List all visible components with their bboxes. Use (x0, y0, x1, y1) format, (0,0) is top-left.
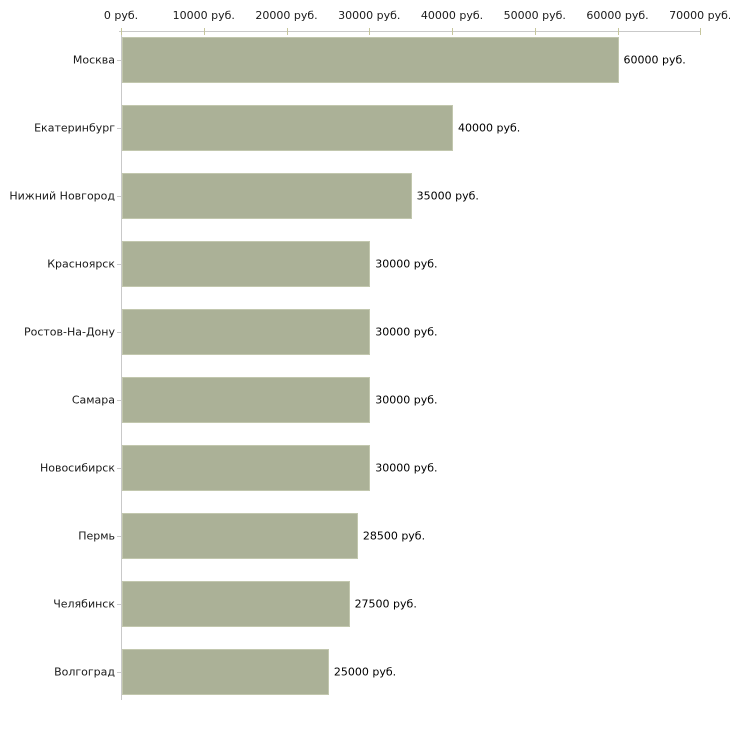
bar (122, 513, 358, 559)
x-axis-tick-label: 10000 руб. (172, 9, 235, 22)
category-label: Красноярск (47, 257, 115, 271)
category-label: Пермь (78, 529, 115, 543)
bar (122, 445, 371, 491)
value-label: 30000 руб. (375, 393, 438, 407)
x-axis-tick (121, 28, 122, 35)
y-axis-tick (117, 604, 122, 605)
value-label: 30000 руб. (375, 461, 438, 475)
category-label: Ростов-На-Дону (23, 325, 115, 339)
x-axis-tick (617, 28, 619, 35)
bar (122, 309, 371, 355)
x-axis-tick-label: 40000 руб. (420, 9, 484, 22)
bar (122, 37, 619, 83)
bar (122, 377, 371, 423)
y-axis-tick (117, 332, 122, 333)
y-axis-tick (117, 60, 122, 61)
x-axis-tick-label: 20000 руб. (255, 9, 318, 22)
value-label: 35000 руб. (416, 189, 479, 203)
value-label: 28500 руб. (362, 529, 426, 543)
x-axis-tick (700, 28, 702, 35)
bar (122, 581, 350, 627)
value-label: 25000 руб. (333, 665, 397, 679)
x-axis-tick-label: 60000 руб. (586, 9, 649, 22)
value-label: 40000 руб. (458, 121, 521, 135)
x-axis-tick-label: 50000 руб. (503, 9, 566, 22)
bar (122, 173, 412, 219)
category-label: Москва (72, 53, 115, 67)
category-label: Екатеринбург (34, 121, 115, 135)
y-axis-tick (117, 128, 122, 129)
x-axis-tick-label: 70000 руб. (669, 9, 730, 22)
value-label: 30000 руб. (375, 257, 438, 271)
y-axis-tick (117, 196, 122, 197)
category-label: Волгоград (54, 665, 115, 679)
value-label: 60000 руб. (623, 53, 686, 67)
x-axis-tick-label: 0 руб. (103, 9, 139, 22)
x-axis-tick (369, 28, 371, 35)
bar (122, 649, 329, 695)
x-axis-tick (452, 28, 453, 35)
y-axis-line (121, 31, 122, 700)
category-label: Самара (71, 393, 115, 407)
value-label: 30000 руб. (375, 325, 438, 339)
x-axis-tick (286, 28, 288, 35)
y-axis-tick (117, 468, 122, 469)
x-axis-tick (534, 28, 536, 35)
x-axis-tick (203, 28, 205, 35)
y-axis-tick (117, 400, 122, 401)
category-label: Челябинск (53, 597, 115, 611)
x-axis-line (119, 31, 702, 32)
y-axis-tick (117, 536, 122, 537)
x-axis-tick-label: 30000 руб. (338, 9, 401, 22)
bar (122, 105, 453, 151)
category-label: Новосибирск (39, 461, 115, 475)
category-label: Нижний Новгород (9, 189, 115, 203)
bar (122, 241, 371, 287)
y-axis-tick (117, 672, 122, 673)
value-label: 27500 руб. (354, 597, 417, 611)
y-axis-tick (117, 264, 122, 265)
